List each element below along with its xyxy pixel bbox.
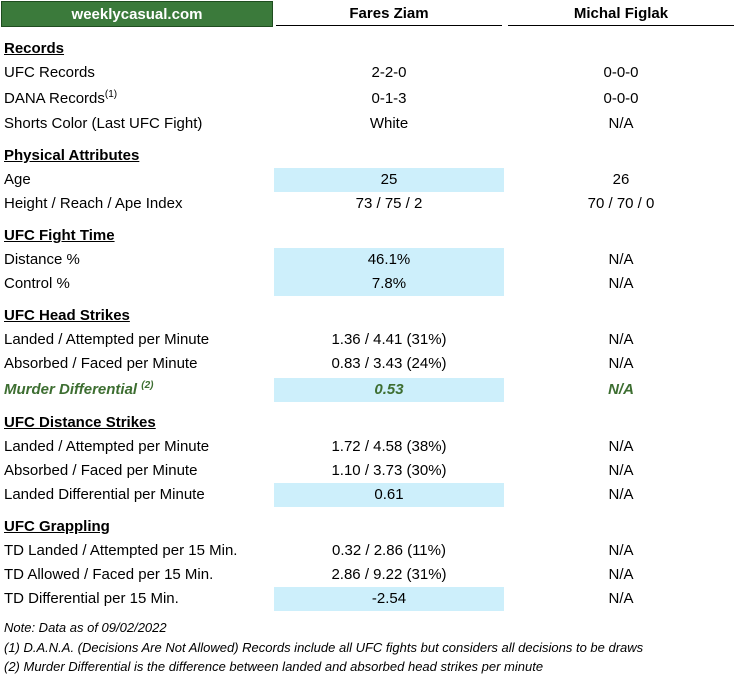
row-label: Shorts Color (Last UFC Fight) bbox=[4, 115, 203, 132]
fighter-2-value: 0-0-0 bbox=[603, 64, 639, 81]
row-label: Murder Differential (2) bbox=[4, 380, 154, 399]
header-underline-2 bbox=[508, 25, 734, 26]
table-row: Landed Differential per Minute 0.61 N/A bbox=[0, 483, 737, 507]
section-grappling: UFC Grappling bbox=[0, 515, 737, 539]
table-row: TD Differential per 15 Min. -2.54 N/A bbox=[0, 587, 737, 611]
fighter-1-value: 0-1-3 bbox=[371, 90, 407, 107]
section-physical: Physical Attributes bbox=[0, 144, 737, 168]
table-row: Murder Differential (2) 0.53 N/A bbox=[0, 378, 737, 402]
table-row: Control % 7.8% N/A bbox=[0, 272, 737, 296]
table-row: Landed / Attempted per Minute 1.36 / 4.4… bbox=[0, 328, 737, 352]
fighter-1-value: 2-2-0 bbox=[371, 64, 407, 81]
brand-logo: weeklycasual.com bbox=[1, 1, 273, 27]
footnote-1: (1) D.A.N.A. (Decisions Are Not Allowed)… bbox=[4, 640, 644, 655]
row-label: Absorbed / Faced per Minute bbox=[4, 355, 198, 372]
row-label: TD Landed / Attempted per 15 Min. bbox=[4, 542, 238, 559]
section-title: UFC Distance Strikes bbox=[4, 414, 156, 431]
fighter-2-value: 0-0-0 bbox=[603, 90, 639, 107]
footnote-2: (2) Murder Differential is the differenc… bbox=[4, 659, 544, 674]
table-row: UFC Records 2-2-0 0-0-0 bbox=[0, 61, 737, 85]
table-row: Shorts Color (Last UFC Fight) White N/A bbox=[0, 112, 737, 136]
fighter-2-value: 70 / 70 / 0 bbox=[587, 195, 655, 212]
table-row: Absorbed / Faced per Minute 1.10 / 3.73 … bbox=[0, 459, 737, 483]
section-title: Records bbox=[4, 40, 65, 57]
row-label: TD Differential per 15 Min. bbox=[4, 590, 179, 607]
fighter-2-value: N/A bbox=[608, 275, 634, 292]
fighter-1-value: 2.86 / 9.22 (31%) bbox=[331, 566, 447, 583]
fighter-1-value: 25 bbox=[274, 168, 504, 192]
fighter-2-value: N/A bbox=[608, 355, 634, 372]
fighter-2-value: N/A bbox=[608, 486, 634, 503]
fighter-2-value: 26 bbox=[612, 171, 630, 188]
row-label: Landed Differential per Minute bbox=[4, 486, 205, 503]
table-row: Landed / Attempted per Minute 1.72 / 4.5… bbox=[0, 435, 737, 459]
fighter-1-value: 0.61 bbox=[274, 483, 504, 507]
row-label: Landed / Attempted per Minute bbox=[4, 438, 210, 455]
section-distance-strikes: UFC Distance Strikes bbox=[0, 411, 737, 435]
fighter-1-value: 0.32 / 2.86 (11%) bbox=[332, 542, 446, 559]
table-row: Absorbed / Faced per Minute 0.83 / 3.43 … bbox=[0, 352, 737, 376]
section-title: UFC Grappling bbox=[4, 518, 110, 535]
section-title: UFC Head Strikes bbox=[4, 307, 130, 324]
fighter-1-value: 7.8% bbox=[274, 272, 504, 296]
fighter-1-value: 1.36 / 4.41 (31%) bbox=[331, 331, 447, 348]
section-head-strikes: UFC Head Strikes bbox=[0, 304, 737, 328]
row-label: TD Allowed / Faced per 15 Min. bbox=[4, 566, 214, 583]
fighter-2-value: N/A bbox=[608, 251, 634, 268]
fighter-1-value: 1.10 / 3.73 (30%) bbox=[331, 462, 447, 479]
fighter-1-value: 1.72 / 4.58 (38%) bbox=[331, 438, 447, 455]
fighter-2-value: N/A bbox=[608, 542, 634, 559]
section-title: Physical Attributes bbox=[4, 147, 140, 164]
fighter-2-value: N/A bbox=[608, 438, 634, 455]
fighter-2-value: N/A bbox=[608, 566, 634, 583]
table-row: Height / Reach / Ape Index 73 / 75 / 2 7… bbox=[0, 192, 737, 216]
fighter-1-value: 0.53 bbox=[274, 378, 504, 402]
fighter-1-value: 0.83 / 3.43 (24%) bbox=[331, 355, 447, 372]
fighter-1-value: White bbox=[369, 115, 409, 132]
footnote-marker: (1) bbox=[104, 89, 118, 100]
fighter-2-name: Michal Figlak bbox=[573, 5, 669, 22]
table-row: Distance % 46.1% N/A bbox=[0, 248, 737, 272]
fighter-1-name: Fares Ziam bbox=[349, 5, 429, 22]
table-row: Age 25 26 bbox=[0, 168, 737, 192]
row-label: Age bbox=[4, 171, 31, 188]
fighter-1-value: 46.1% bbox=[274, 248, 504, 272]
row-label: Control % bbox=[4, 275, 70, 292]
fighter-1-value: 73 / 75 / 2 bbox=[355, 195, 423, 212]
header-underline-1 bbox=[276, 25, 502, 26]
section-records: Records bbox=[0, 37, 737, 61]
section-fight-time: UFC Fight Time bbox=[0, 224, 737, 248]
note-date: Note: Data as of 09/02/2022 bbox=[4, 620, 167, 635]
fighter-2-value: N/A bbox=[608, 331, 634, 348]
row-label: Distance % bbox=[4, 251, 80, 268]
fighter-2-value: N/A bbox=[608, 462, 634, 479]
fighter-1-value: -2.54 bbox=[274, 587, 504, 611]
table-row: TD Landed / Attempted per 15 Min. 0.32 /… bbox=[0, 539, 737, 563]
row-label: UFC Records bbox=[4, 64, 95, 81]
section-title: UFC Fight Time bbox=[4, 227, 115, 244]
footnote-marker: (2) bbox=[141, 380, 154, 391]
row-label: Absorbed / Faced per Minute bbox=[4, 462, 198, 479]
table-row: TD Allowed / Faced per 15 Min. 2.86 / 9.… bbox=[0, 563, 737, 587]
fighter-2-value: N/A bbox=[608, 115, 634, 132]
fighter-2-value: N/A bbox=[608, 590, 634, 607]
row-label: DANA Records(1) bbox=[4, 89, 118, 108]
row-label: Landed / Attempted per Minute bbox=[4, 331, 210, 348]
table-row: DANA Records(1) 0-1-3 0-0-0 bbox=[0, 87, 737, 111]
row-label: Height / Reach / Ape Index bbox=[4, 195, 183, 212]
fighter-2-value: N/A bbox=[608, 381, 634, 398]
